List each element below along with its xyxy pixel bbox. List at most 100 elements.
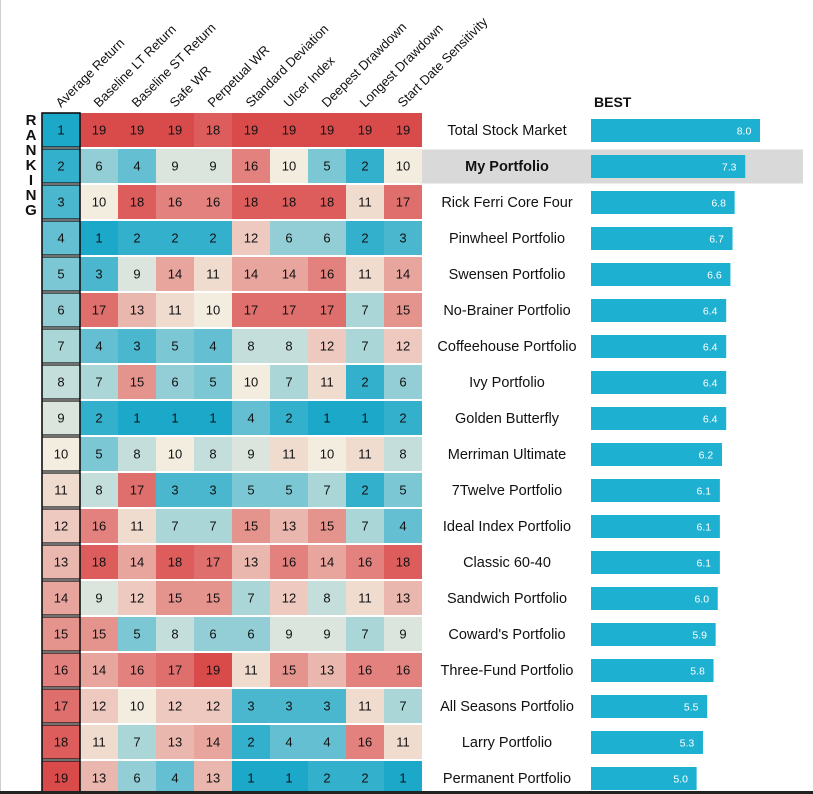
heat-cell-value: 8	[171, 627, 178, 642]
heat-cell	[384, 509, 422, 543]
heat-cell	[118, 653, 156, 687]
rank-value: 8	[57, 375, 64, 390]
heat-cell-value: 16	[130, 663, 144, 678]
heat-cell-value: 1	[247, 771, 254, 786]
best-bar	[591, 443, 722, 466]
best-bar	[591, 191, 735, 214]
heat-cell	[384, 689, 422, 723]
heat-cell	[384, 473, 422, 507]
heat-cell-value: 16	[244, 159, 258, 174]
heat-cell	[384, 113, 422, 147]
heat-cell	[118, 221, 156, 255]
heat-cell-value: 19	[358, 123, 372, 138]
portfolio-name: Larry Portfolio	[462, 735, 552, 751]
best-bar	[591, 371, 727, 394]
heat-cell	[194, 149, 232, 183]
heat-cell	[384, 725, 422, 759]
heat-cell	[384, 365, 422, 399]
portfolio-name: Total Stock Market	[447, 123, 566, 139]
portfolio-names: Total Stock Market My Portfolio Rick Ferri…	[437, 123, 576, 787]
heat-cell-value: 12	[92, 699, 106, 714]
best-bar	[591, 479, 720, 502]
heat-cell-value: 4	[209, 339, 216, 354]
heat-cell	[270, 113, 308, 147]
heat-cell-value: 16	[168, 195, 182, 210]
heat-cell-value: 5	[171, 339, 178, 354]
heat-cell-value: 19	[168, 123, 182, 138]
heat-cell-value: 16	[358, 735, 372, 750]
heat-cell-value: 17	[244, 303, 258, 318]
heat-cell	[346, 221, 384, 255]
heat-cell-value: 14	[244, 267, 258, 282]
heat-cell-value: 2	[361, 159, 368, 174]
heat-cell	[232, 365, 270, 399]
best-bar	[591, 659, 714, 682]
heat-cell	[270, 545, 308, 579]
heat-cell	[118, 293, 156, 327]
rank-cell	[41, 220, 81, 256]
heat-cell-value: 1	[171, 411, 178, 426]
heat-cell-value: 4	[247, 411, 254, 426]
heat-cell	[308, 581, 346, 615]
heat-cell	[194, 473, 232, 507]
heat-cell	[346, 725, 384, 759]
heat-cell	[232, 221, 270, 255]
best-bar	[591, 299, 727, 322]
heat-cell	[232, 689, 270, 723]
heat-cell	[194, 185, 232, 219]
heat-cell-value: 7	[285, 375, 292, 390]
heat-cell	[194, 761, 232, 794]
heat-cell-value: 7	[209, 519, 216, 534]
portfolio-name: Ideal Index Portfolio	[443, 519, 571, 535]
heat-cell-value: 10	[282, 159, 296, 174]
heat-cell	[308, 329, 346, 363]
best-value: 6.4	[703, 342, 718, 354]
heat-cell	[308, 509, 346, 543]
heat-cell	[270, 329, 308, 363]
heat-cell	[384, 437, 422, 471]
heat-cell-value: 4	[171, 771, 178, 786]
heat-cell	[346, 581, 384, 615]
rank-cell	[41, 508, 81, 544]
heat-cell	[194, 617, 232, 651]
heat-cell-value: 7	[95, 375, 102, 390]
heat-cell	[156, 221, 194, 255]
heat-cell	[80, 689, 118, 723]
heat-cell-value: 10	[130, 699, 144, 714]
heat-cell-value: 4	[95, 339, 102, 354]
heat-cell-value: 10	[168, 447, 182, 462]
rank-value: 3	[57, 195, 64, 210]
portfolio-name: Coward's Portfolio	[448, 627, 565, 643]
rank-value: 15	[54, 627, 68, 642]
heat-cell-value: 13	[206, 771, 220, 786]
heat-cell-value: 2	[285, 411, 292, 426]
best-value: 5.0	[673, 774, 688, 786]
heat-cell-value: 5	[247, 483, 254, 498]
heat-cell-value: 11	[206, 267, 220, 282]
heat-cell	[118, 545, 156, 579]
heat-cell	[384, 221, 422, 255]
ranking-letter: A	[26, 127, 37, 144]
heat-cell-value: 16	[206, 195, 220, 210]
heat-cell-value: 15	[244, 519, 258, 534]
heat-cell-value: 2	[171, 231, 178, 246]
heat-cell	[80, 437, 118, 471]
heat-cell	[80, 329, 118, 363]
bottom-border	[0, 791, 813, 794]
best-title: BEST	[594, 94, 632, 110]
heat-cell-value: 7	[133, 735, 140, 750]
heat-cell	[346, 185, 384, 219]
heat-cell-value: 16	[92, 519, 106, 534]
heat-cell	[308, 617, 346, 651]
heat-cell-value: 2	[399, 411, 406, 426]
heat-cell-value: 11	[358, 195, 372, 210]
best-bar	[591, 263, 731, 286]
portfolio-name: Sandwich Portfolio	[447, 591, 567, 607]
heat-cell-value: 12	[130, 591, 144, 606]
heat-cell-value: 1	[133, 411, 140, 426]
heat-cell-value: 1	[285, 771, 292, 786]
rank-value: 5	[57, 267, 64, 282]
heat-cell	[232, 437, 270, 471]
